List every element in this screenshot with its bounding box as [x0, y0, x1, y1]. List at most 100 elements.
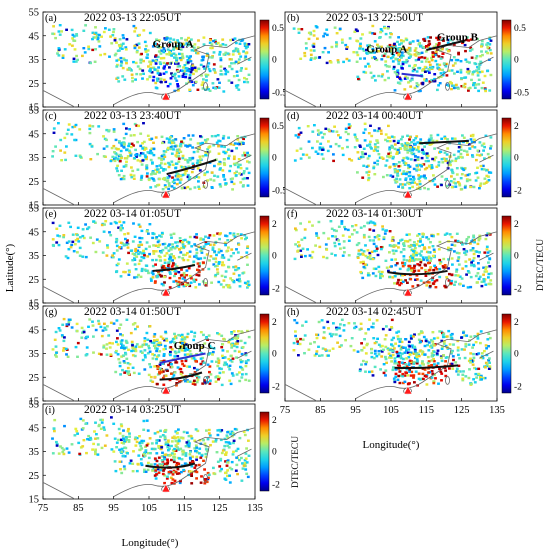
dtec-cell — [235, 147, 238, 150]
dtec-cell — [401, 381, 405, 385]
dtec-cell — [63, 48, 67, 51]
dtec-cell — [456, 239, 460, 243]
dtec-cell — [391, 55, 395, 59]
dtec-cell — [85, 335, 88, 339]
dtec-cell — [478, 141, 482, 144]
dtec-cell — [363, 338, 366, 341]
dtec-cell — [221, 169, 225, 172]
dtec-cell — [177, 271, 181, 274]
dtec-cell — [470, 78, 473, 82]
dtec-cell — [372, 242, 376, 246]
dtec-cell — [430, 59, 434, 62]
dtec-cell — [154, 244, 158, 247]
dtec-cell — [470, 56, 474, 59]
dtec-cell — [222, 134, 226, 138]
dtec-cell — [204, 151, 208, 154]
dtec-cell — [438, 275, 442, 279]
dtec-cell — [141, 159, 145, 162]
dtec-cell — [207, 236, 211, 239]
dtec-cell — [139, 444, 143, 448]
dtec-cell — [169, 136, 172, 139]
dtec-cell — [464, 184, 467, 188]
dtec-cell — [154, 136, 158, 139]
dtec-cell — [54, 145, 57, 148]
dtec-cell — [228, 58, 232, 61]
dtec-cell — [202, 65, 206, 68]
dtec-cell — [370, 250, 374, 253]
dtec-cell — [149, 375, 153, 379]
dtec-cell — [207, 473, 211, 476]
dtec-cell — [146, 352, 150, 355]
dtec-cell — [137, 262, 141, 266]
dtec-cell — [371, 56, 374, 60]
dtec-cell — [475, 353, 479, 356]
dtec-cell — [407, 81, 410, 84]
dtec-cell — [400, 143, 404, 146]
dtec-cell — [115, 249, 119, 252]
dtec-cell — [208, 382, 212, 385]
dtec-cell — [408, 138, 411, 141]
dtec-cell — [227, 157, 230, 160]
dtec-cell — [469, 335, 473, 338]
dtec-cell — [473, 241, 476, 244]
dtec-cell — [110, 416, 113, 419]
dtec-cell — [166, 85, 170, 88]
dtec-cell — [477, 83, 481, 86]
dtec-cell — [188, 365, 191, 368]
dtec-cell — [388, 348, 392, 352]
dtec-cell — [455, 270, 458, 273]
dtec-cell — [478, 184, 482, 187]
dtec-cell — [161, 370, 165, 373]
dtec-cell — [161, 362, 165, 365]
dtec-cell — [190, 465, 194, 468]
dtec-cell — [397, 62, 401, 66]
dtec-cell — [96, 38, 100, 41]
dtec-cell — [153, 333, 157, 336]
dtec-cell — [397, 374, 401, 378]
dtec-cell — [379, 129, 383, 132]
dtec-cell — [483, 145, 486, 149]
dtec-cell — [424, 271, 428, 274]
dtec-cell — [156, 55, 160, 59]
dtec-cell — [137, 244, 141, 247]
dtec-cell — [294, 330, 297, 333]
dtec-cell — [390, 135, 394, 138]
dtec-cell — [341, 254, 345, 257]
dtec-cell — [177, 333, 180, 337]
dtec-cell — [207, 428, 211, 432]
dtec-cell — [188, 255, 192, 258]
dtec-cell — [131, 346, 135, 349]
dtec-cell — [95, 35, 99, 38]
dtec-cell — [428, 63, 432, 66]
dtec-cell — [232, 233, 236, 237]
dtec-cell — [195, 380, 199, 384]
dtec-cell — [94, 36, 98, 39]
dtec-cell — [468, 61, 471, 64]
y-tick-label: 15 — [29, 201, 40, 212]
dtec-cell — [320, 354, 324, 357]
dtec-cell — [166, 441, 170, 444]
dtec-cell — [150, 271, 154, 274]
dtec-cell — [372, 165, 376, 168]
dtec-cell — [371, 47, 375, 51]
dtec-cell — [411, 253, 415, 256]
dtec-cell — [166, 179, 170, 182]
dtec-cell — [190, 474, 193, 477]
dtec-cell — [390, 244, 393, 248]
taiwan-island — [445, 179, 450, 189]
dtec-cell — [243, 154, 247, 157]
dtec-cell — [465, 273, 468, 276]
dtec-cell — [458, 142, 461, 145]
dtec-cell — [359, 37, 363, 40]
dtec-cell — [206, 148, 210, 151]
wave-front-line — [159, 371, 203, 381]
dtec-cell — [202, 43, 206, 46]
dtec-cell — [433, 45, 436, 48]
dtec-cell — [242, 464, 246, 467]
dtec-cell — [444, 65, 448, 68]
dtec-cell — [127, 439, 131, 442]
dtec-cell — [230, 149, 234, 153]
wave-front-line — [166, 158, 217, 176]
dtec-cell — [408, 368, 411, 371]
dtec-cell — [135, 49, 139, 53]
